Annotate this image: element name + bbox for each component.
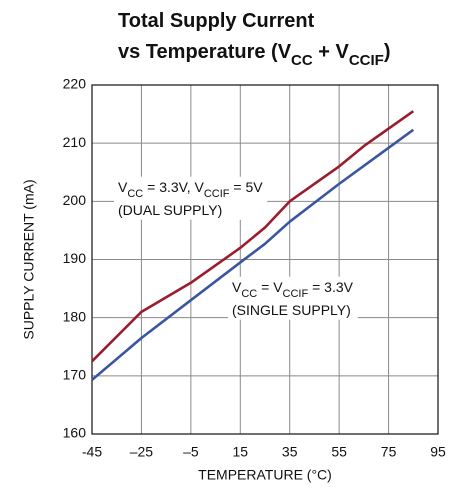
text-part: (SINGLE SUPPLY)	[232, 302, 351, 318]
x-tick-label: 15	[232, 444, 248, 460]
series-line	[91, 128, 415, 381]
annotation: (DUAL SUPPLY)	[118, 202, 222, 218]
annotation-background	[228, 276, 358, 320]
text-part: V	[118, 179, 128, 195]
text-part: Total Supply Current	[118, 10, 315, 32]
text-part: V	[232, 279, 242, 295]
x-tick-label: 35	[282, 444, 298, 460]
chart-title: vs Temperature (VCC + VCCIF)	[118, 41, 391, 69]
x-axis-label: TEMPERATURE (°C)	[198, 467, 332, 483]
text-part: = 3.3V	[308, 279, 353, 295]
annotation: (SINGLE SUPPLY)	[232, 302, 351, 318]
text-part: (DUAL SUPPLY)	[118, 202, 222, 218]
x-tick-label: –25	[130, 444, 154, 460]
x-tick-label: –5	[183, 444, 199, 460]
subscript: CC	[127, 188, 143, 200]
x-tick-label: 55	[331, 444, 347, 460]
subscript: CCIF	[204, 188, 230, 200]
plot-frame	[91, 84, 439, 435]
y-tick-label: 170	[63, 367, 87, 383]
subscript: CC	[241, 288, 257, 300]
y-tick-label: 190	[63, 250, 87, 266]
text-part: vs Temperature (V	[118, 41, 292, 63]
x-tick-label: 95	[430, 444, 446, 460]
subscript: CCIF	[283, 288, 309, 300]
y-tick-label: 200	[63, 192, 87, 208]
x-tick-label: 75	[381, 444, 397, 460]
y-tick-label: 210	[63, 134, 87, 150]
annotation: VCC = VCCIF = 3.3V	[232, 279, 354, 300]
text-part: + V	[313, 41, 350, 63]
series-line	[91, 110, 415, 363]
chart-title: Total Supply Current	[118, 10, 315, 32]
annotation-background	[114, 176, 268, 220]
text-part: )	[384, 41, 391, 63]
x-tick-label: -45	[82, 444, 102, 460]
y-tick-label: 220	[63, 76, 87, 92]
subscript: CC	[291, 52, 313, 69]
text-part: = 5V	[230, 179, 264, 195]
text-part: = V	[257, 279, 283, 295]
subscript: CCIF	[349, 52, 384, 69]
y-tick-label: 180	[63, 308, 87, 324]
text-part: = 3.3V, V	[143, 179, 204, 195]
y-tick-label: 160	[63, 425, 87, 441]
y-axis-label: SUPPLY CURRENT (mA)	[21, 179, 37, 339]
annotation: VCC = 3.3V, VCCIF = 5V	[118, 179, 263, 200]
